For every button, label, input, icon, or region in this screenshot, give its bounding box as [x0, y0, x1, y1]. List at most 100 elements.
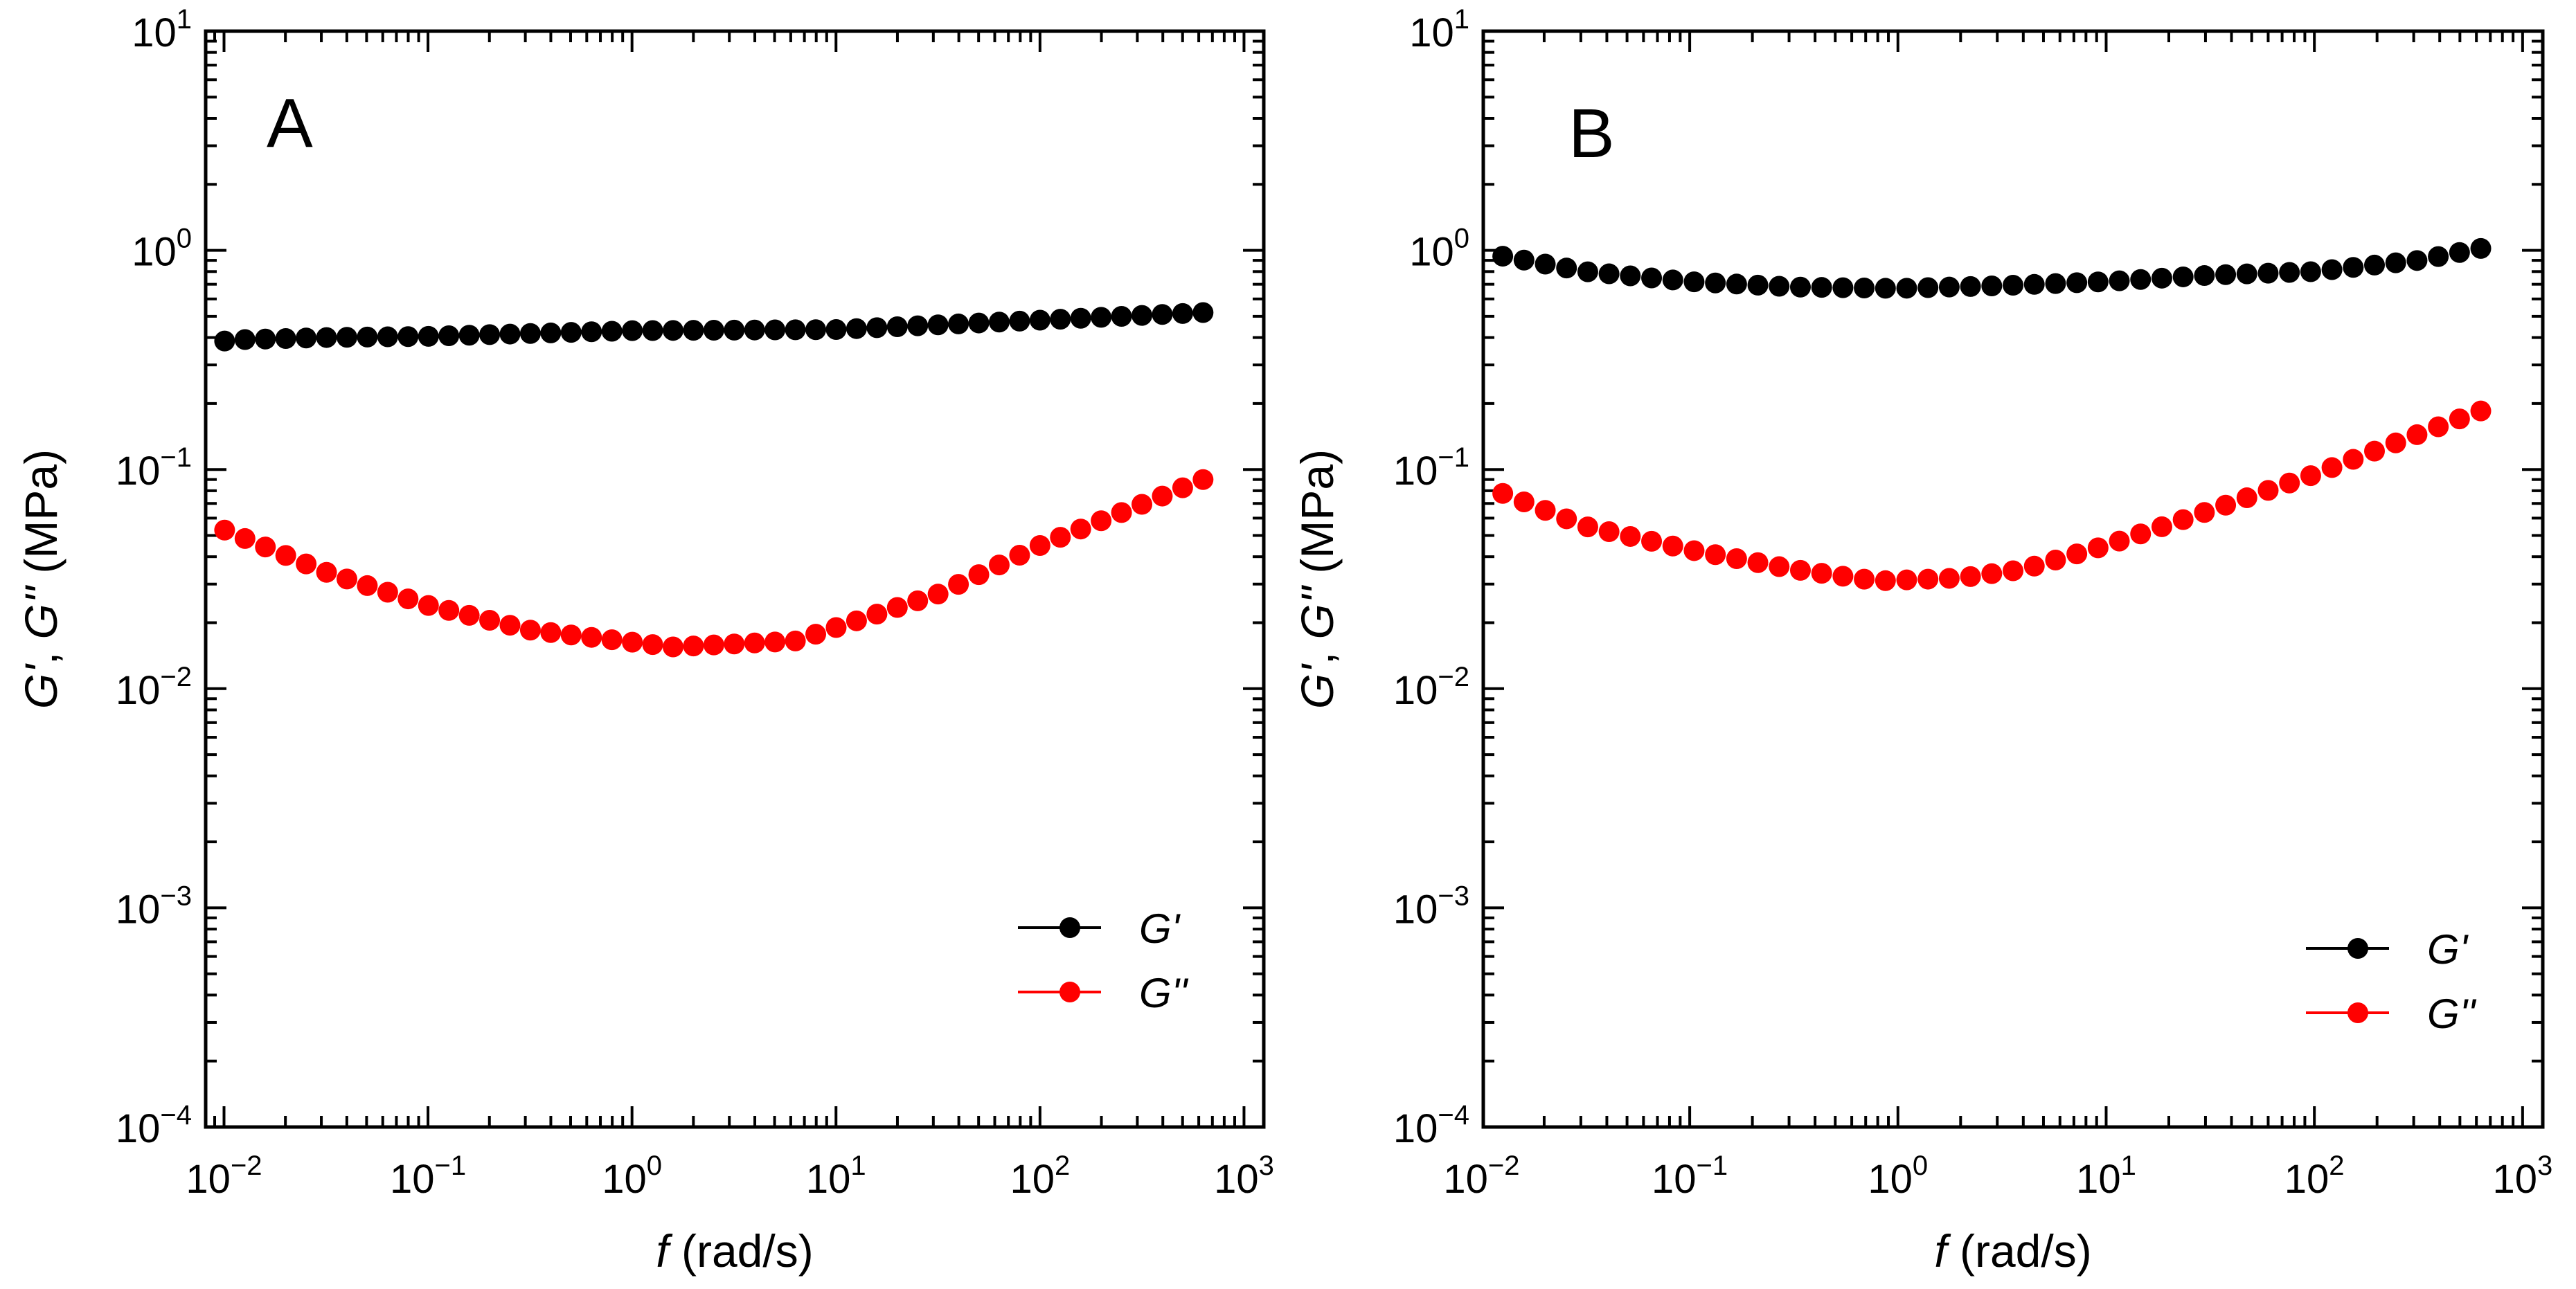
x-axis-ticks — [213, 31, 1246, 1127]
data-point — [2045, 549, 2066, 570]
data-point — [2385, 432, 2406, 453]
y-axis-label: G', G'' (MPa) — [1291, 449, 1343, 709]
data-point — [2321, 457, 2343, 478]
legend-marker — [2347, 1002, 2368, 1023]
data-point — [1556, 508, 1577, 530]
series-g-prime — [1492, 237, 2492, 299]
x-axis-label: f (rad/s) — [656, 1225, 813, 1277]
data-point — [519, 620, 541, 641]
plot-frame — [204, 29, 1266, 1129]
data-point — [1009, 545, 1030, 566]
data-point — [948, 574, 969, 595]
data-point — [1091, 510, 1112, 532]
data-point — [255, 537, 276, 558]
legend-marker — [2347, 938, 2368, 959]
data-point — [296, 327, 317, 349]
data-point — [2279, 262, 2300, 283]
x-tick-label: 10−2 — [186, 1151, 262, 1202]
data-point — [968, 564, 990, 586]
data-point — [2194, 502, 2215, 523]
data-point — [2151, 516, 2172, 537]
data-point — [1577, 516, 1598, 538]
data-point — [1070, 519, 1091, 540]
data-point — [2470, 237, 2492, 259]
data-point — [1050, 309, 1071, 330]
y-tick-label: 10−3 — [116, 881, 192, 932]
data-point — [499, 323, 521, 345]
data-point — [846, 610, 867, 631]
data-point — [1811, 563, 1832, 584]
data-point — [805, 319, 827, 341]
data-point — [1513, 491, 1535, 512]
y-tick-label: 101 — [1409, 4, 1469, 55]
data-point — [1747, 552, 1769, 573]
data-point — [1938, 276, 1960, 298]
data-point — [683, 320, 704, 341]
data-point — [1726, 548, 1747, 570]
data-point — [601, 629, 623, 651]
data-point — [2406, 424, 2428, 445]
data-point — [255, 328, 276, 350]
data-point — [1705, 272, 1726, 294]
data-point — [1172, 477, 1193, 498]
data-point — [1111, 502, 1132, 523]
data-point — [2257, 480, 2279, 501]
data-point — [2023, 555, 2045, 577]
legend-label: G' — [2427, 926, 2469, 973]
y-tick-label: 100 — [132, 224, 192, 275]
data-point — [1556, 258, 1577, 279]
data-point — [988, 312, 1010, 333]
data-point — [886, 597, 908, 618]
data-point — [2343, 449, 2364, 470]
data-point — [397, 588, 419, 610]
x-tick-label: 101 — [2076, 1151, 2136, 1202]
data-point — [1854, 568, 1875, 590]
data-point — [438, 600, 460, 621]
data-point — [1981, 276, 2003, 297]
data-point — [1192, 469, 1214, 490]
data-point — [1029, 309, 1050, 331]
data-point — [907, 590, 929, 611]
data-point — [1789, 276, 1811, 298]
data-point — [1662, 535, 1683, 557]
data-point — [214, 519, 235, 541]
y-tick-label: 10−4 — [116, 1100, 192, 1151]
data-point — [968, 312, 990, 334]
data-point — [866, 317, 888, 339]
data-point — [1896, 569, 1917, 591]
y-axis-label: G', G'' (MPa) — [15, 449, 66, 709]
data-point — [1620, 525, 1641, 547]
data-point — [1854, 278, 1875, 299]
x-tick-label: 103 — [1214, 1151, 1274, 1202]
legend: G' G'' — [1018, 905, 1189, 1016]
data-point — [479, 610, 501, 631]
x-tick-label: 10−1 — [390, 1151, 466, 1202]
data-point — [1705, 544, 1726, 566]
data-point — [785, 319, 806, 341]
data-point — [1769, 276, 1790, 297]
data-point — [540, 322, 562, 343]
data-point — [2236, 487, 2257, 509]
data-point — [2003, 560, 2024, 582]
legend-item: G'' — [2306, 991, 2477, 1037]
x-tick-label: 10−2 — [1443, 1151, 1519, 1202]
data-point — [846, 318, 867, 339]
data-point — [581, 627, 602, 648]
data-point — [683, 636, 704, 657]
data-point — [316, 561, 337, 583]
data-point — [2172, 509, 2194, 530]
panel-label: A — [267, 84, 313, 162]
data-point — [601, 321, 623, 342]
x-axis-ticks — [1542, 31, 2524, 1127]
data-point — [764, 631, 786, 653]
data-point — [1960, 276, 1981, 297]
legend-label: G'' — [1139, 970, 1189, 1016]
data-point — [1641, 530, 1663, 552]
data-point — [2428, 416, 2449, 438]
data-point — [2236, 263, 2257, 285]
data-point — [1620, 265, 1641, 287]
data-point — [2172, 266, 2194, 287]
data-point — [2470, 400, 2492, 422]
data-point — [744, 319, 765, 341]
